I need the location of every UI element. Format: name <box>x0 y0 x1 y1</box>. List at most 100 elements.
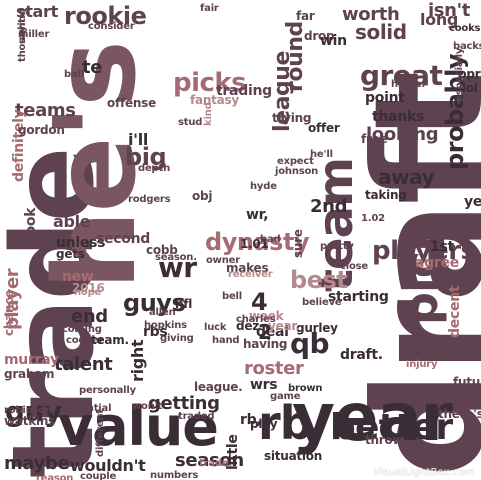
cloud-word-reason: reason <box>36 473 74 480</box>
cloud-word-hope: hope <box>74 287 102 298</box>
cloud-word-hell: he'll <box>310 149 333 160</box>
cloud-word-long: long <box>420 10 459 29</box>
cloud-word-offer: offer <box>308 121 340 135</box>
cloud-word-different: different <box>95 409 106 457</box>
cloud-word-team2: team. <box>91 333 129 347</box>
cloud-word-bad: bad <box>260 234 281 245</box>
cloud-word-higher: higher <box>391 79 427 90</box>
cloud-word-value: value <box>58 395 219 458</box>
cloud-word-close: close <box>340 261 368 272</box>
cloud-word-l101: 1.01 <box>240 237 269 251</box>
cloud-word-owner: owner <box>206 255 240 266</box>
cloud-word-couple: couple <box>80 471 117 480</box>
cloud-word-robinson: robinson <box>4 405 52 416</box>
cloud-word-trading: trading <box>216 83 272 99</box>
cloud-word-te: te <box>82 57 103 78</box>
cloud-word-wr: wr <box>158 251 197 284</box>
cloud-word-season: season <box>175 450 244 471</box>
cloud-word-right: right <box>128 339 147 382</box>
cloud-word-wont: won't <box>132 401 163 412</box>
cloud-word-trying: trying <box>272 111 312 125</box>
cloud-word-consider: consider <box>88 21 135 32</box>
cloud-word-sure: sure <box>291 229 305 258</box>
cloud-word-allen: allen <box>149 307 176 318</box>
cloud-word-kind: kind <box>203 102 214 126</box>
cloud-word-free: free <box>361 132 388 146</box>
cloud-word-second: second <box>96 231 151 247</box>
cloud-word-believe: believe <box>302 297 342 308</box>
cloud-word-definitely: definitely <box>11 109 27 182</box>
cloud-word-new: new <box>62 269 94 285</box>
cloud-word-mean: mean <box>434 175 465 186</box>
cloud-word-receiver: receiver <box>228 269 273 280</box>
cloud-word-especially: especially <box>454 47 465 102</box>
cloud-word-taking: taking <box>365 188 407 202</box>
cloud-word-rodgers: rodgers <box>128 194 171 205</box>
cloud-word-ill: i'll <box>128 130 149 149</box>
cloud-word-theres: there's <box>438 407 481 421</box>
cloud-word-best: best <box>290 266 348 294</box>
cloud-word-talent: talent <box>54 354 113 375</box>
cloud-word-wrs: wrs <box>250 377 278 393</box>
cloud-word-better: better <box>330 407 453 448</box>
cloud-word-cooks: cooks <box>449 23 481 34</box>
cloud-word-throw: throw <box>365 433 404 447</box>
cloud-word-able: able <box>53 212 91 231</box>
cloud-word-giving: giving <box>160 333 194 344</box>
cloud-word-pretty: pretty <box>320 241 354 252</box>
cloud-word-ppr: ppr <box>458 67 481 81</box>
cloud-word-dez: dez <box>236 319 259 333</box>
cloud-word-potential: potential <box>62 403 112 414</box>
cloud-word-luck: luck <box>204 322 227 333</box>
cloud-word-cooper: cooper <box>66 335 104 346</box>
cloud-word-traded: traded <box>178 411 215 422</box>
cloud-word-yes: yes <box>464 194 481 210</box>
cloud-word-agree: agree <box>415 255 459 271</box>
cloud-word-rb2: rb, <box>240 412 262 428</box>
cloud-word-1st: 1st <box>430 239 454 255</box>
cloud-word-players: players <box>372 236 476 266</box>
cloud-word-hopkins: hopkins <box>144 320 187 331</box>
cloud-word-week: week <box>249 309 284 323</box>
cloud-word-hyde: hyde <box>250 181 277 192</box>
cloud-word-wr2: wr, <box>246 207 269 223</box>
cloud-word-murray: murray <box>4 352 59 368</box>
cloud-word-roster: roster <box>244 358 304 379</box>
cloud-word-trade2: trade. <box>199 458 232 469</box>
cloud-word-looking: looking <box>366 124 439 145</box>
cloud-word-makes: makes <box>226 261 269 275</box>
cloud-word-brown: brown <box>288 383 323 394</box>
cloud-word-unless: unless <box>56 235 106 251</box>
cloud-word-league2: league. <box>194 380 243 394</box>
cloud-word-solid: solid <box>355 20 407 44</box>
cloud-word-big: big <box>125 143 167 171</box>
cloud-word-thanks: thanks <box>372 109 425 125</box>
cloud-word-drop: drop <box>304 29 335 43</box>
cloud-word-draft2: draft. <box>340 347 383 363</box>
cloud-word-rbs: rbs <box>143 324 168 340</box>
cloud-word-idk: 2 <box>258 320 272 344</box>
cloud-word-k4: 4 <box>251 288 268 316</box>
cloud-word-gurley: gurley <box>296 321 338 335</box>
cloud-word-hand: hand <box>212 335 240 346</box>
cloud-word-qb: qb <box>290 327 330 360</box>
cloud-word-situation: situation <box>264 449 323 463</box>
cloud-word-dynasty: dynasty <box>205 228 310 256</box>
cloud-word-year: year <box>292 379 453 456</box>
cloud-word-great: great <box>360 59 443 92</box>
cloud-word-coming: coming <box>62 324 102 335</box>
cloud-word-2nd: 2nd <box>310 196 348 217</box>
cloud-word-picks: picks <box>173 68 247 98</box>
cloud-word-obj: obj <box>192 189 213 203</box>
cloud-word-far: far <box>296 9 315 23</box>
cloud-word-future: future <box>453 375 481 389</box>
cloud-word-injury: injury <box>406 359 438 370</box>
cloud-word-starting: starting <box>328 289 389 305</box>
watermark: VisualLightBox.com <box>373 467 475 478</box>
cloud-word-rookie: rookie <box>64 2 147 30</box>
cloud-word-cobb: cobb <box>146 243 178 257</box>
cloud-word-play: play <box>250 417 278 431</box>
cloud-word-year2: year. <box>268 319 300 333</box>
cloud-word-stud: stud <box>178 117 203 128</box>
